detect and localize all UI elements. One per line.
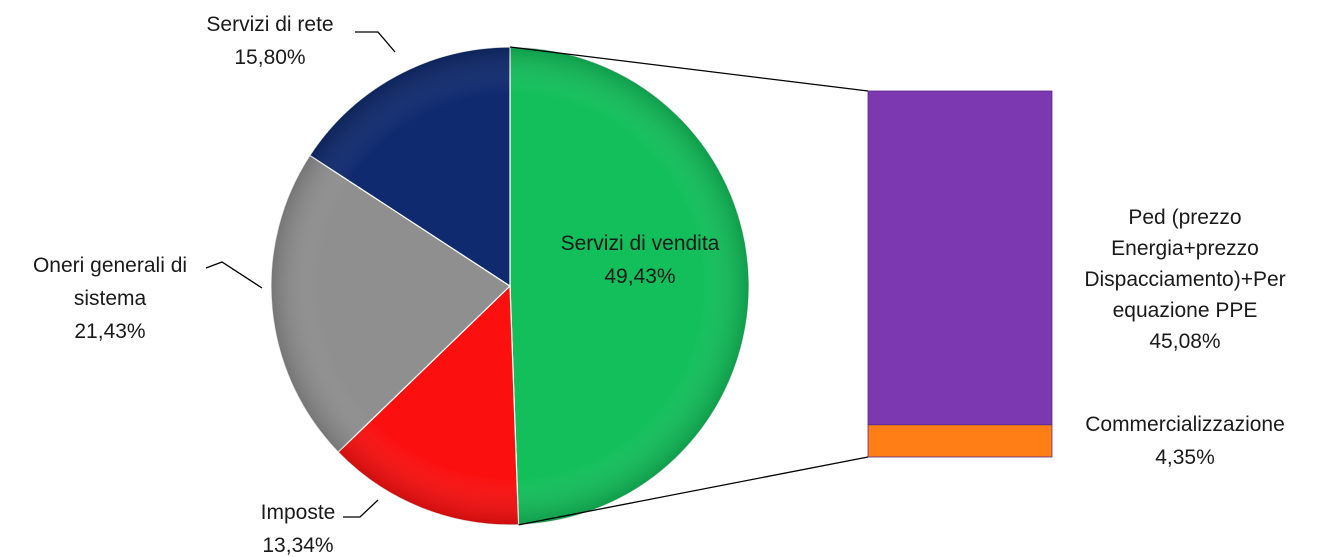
labels: Servizi di rete 15,80% Servizi di vendita 4… (33, 13, 1286, 557)
label-servizi-di-rete: Servizi di rete 15,80% (206, 13, 333, 69)
label-ped-prezzo: Ped (prezzo Energia+prezzo Dispacciamento)… (1084, 206, 1285, 353)
label-servizi-di-vendita: Servizi di vendita 49,43% (561, 232, 720, 288)
connector-line-bottom (518, 456, 869, 526)
label-imposte: Imposte 13,34% (261, 501, 336, 557)
bar-segment-commercializzazione (867, 424, 1053, 458)
bar-segment-ped-prezzo-energia-prezz (867, 90, 1053, 426)
leader-line-oneri-generali (205, 261, 263, 289)
breakdown-bar (867, 90, 1053, 458)
connector-lines (509, 46, 869, 526)
label-oneri-generali: Oneri generali di sistema 21,43% (33, 254, 187, 343)
leader-line-servizi-di-rete (355, 31, 396, 53)
connector-line-top (509, 46, 869, 92)
label-commercializzazione: Commercializzazione 4,35% (1085, 413, 1285, 469)
leader-lines (205, 31, 396, 518)
leader-line-imposte (343, 499, 379, 518)
pie (270, 46, 750, 526)
